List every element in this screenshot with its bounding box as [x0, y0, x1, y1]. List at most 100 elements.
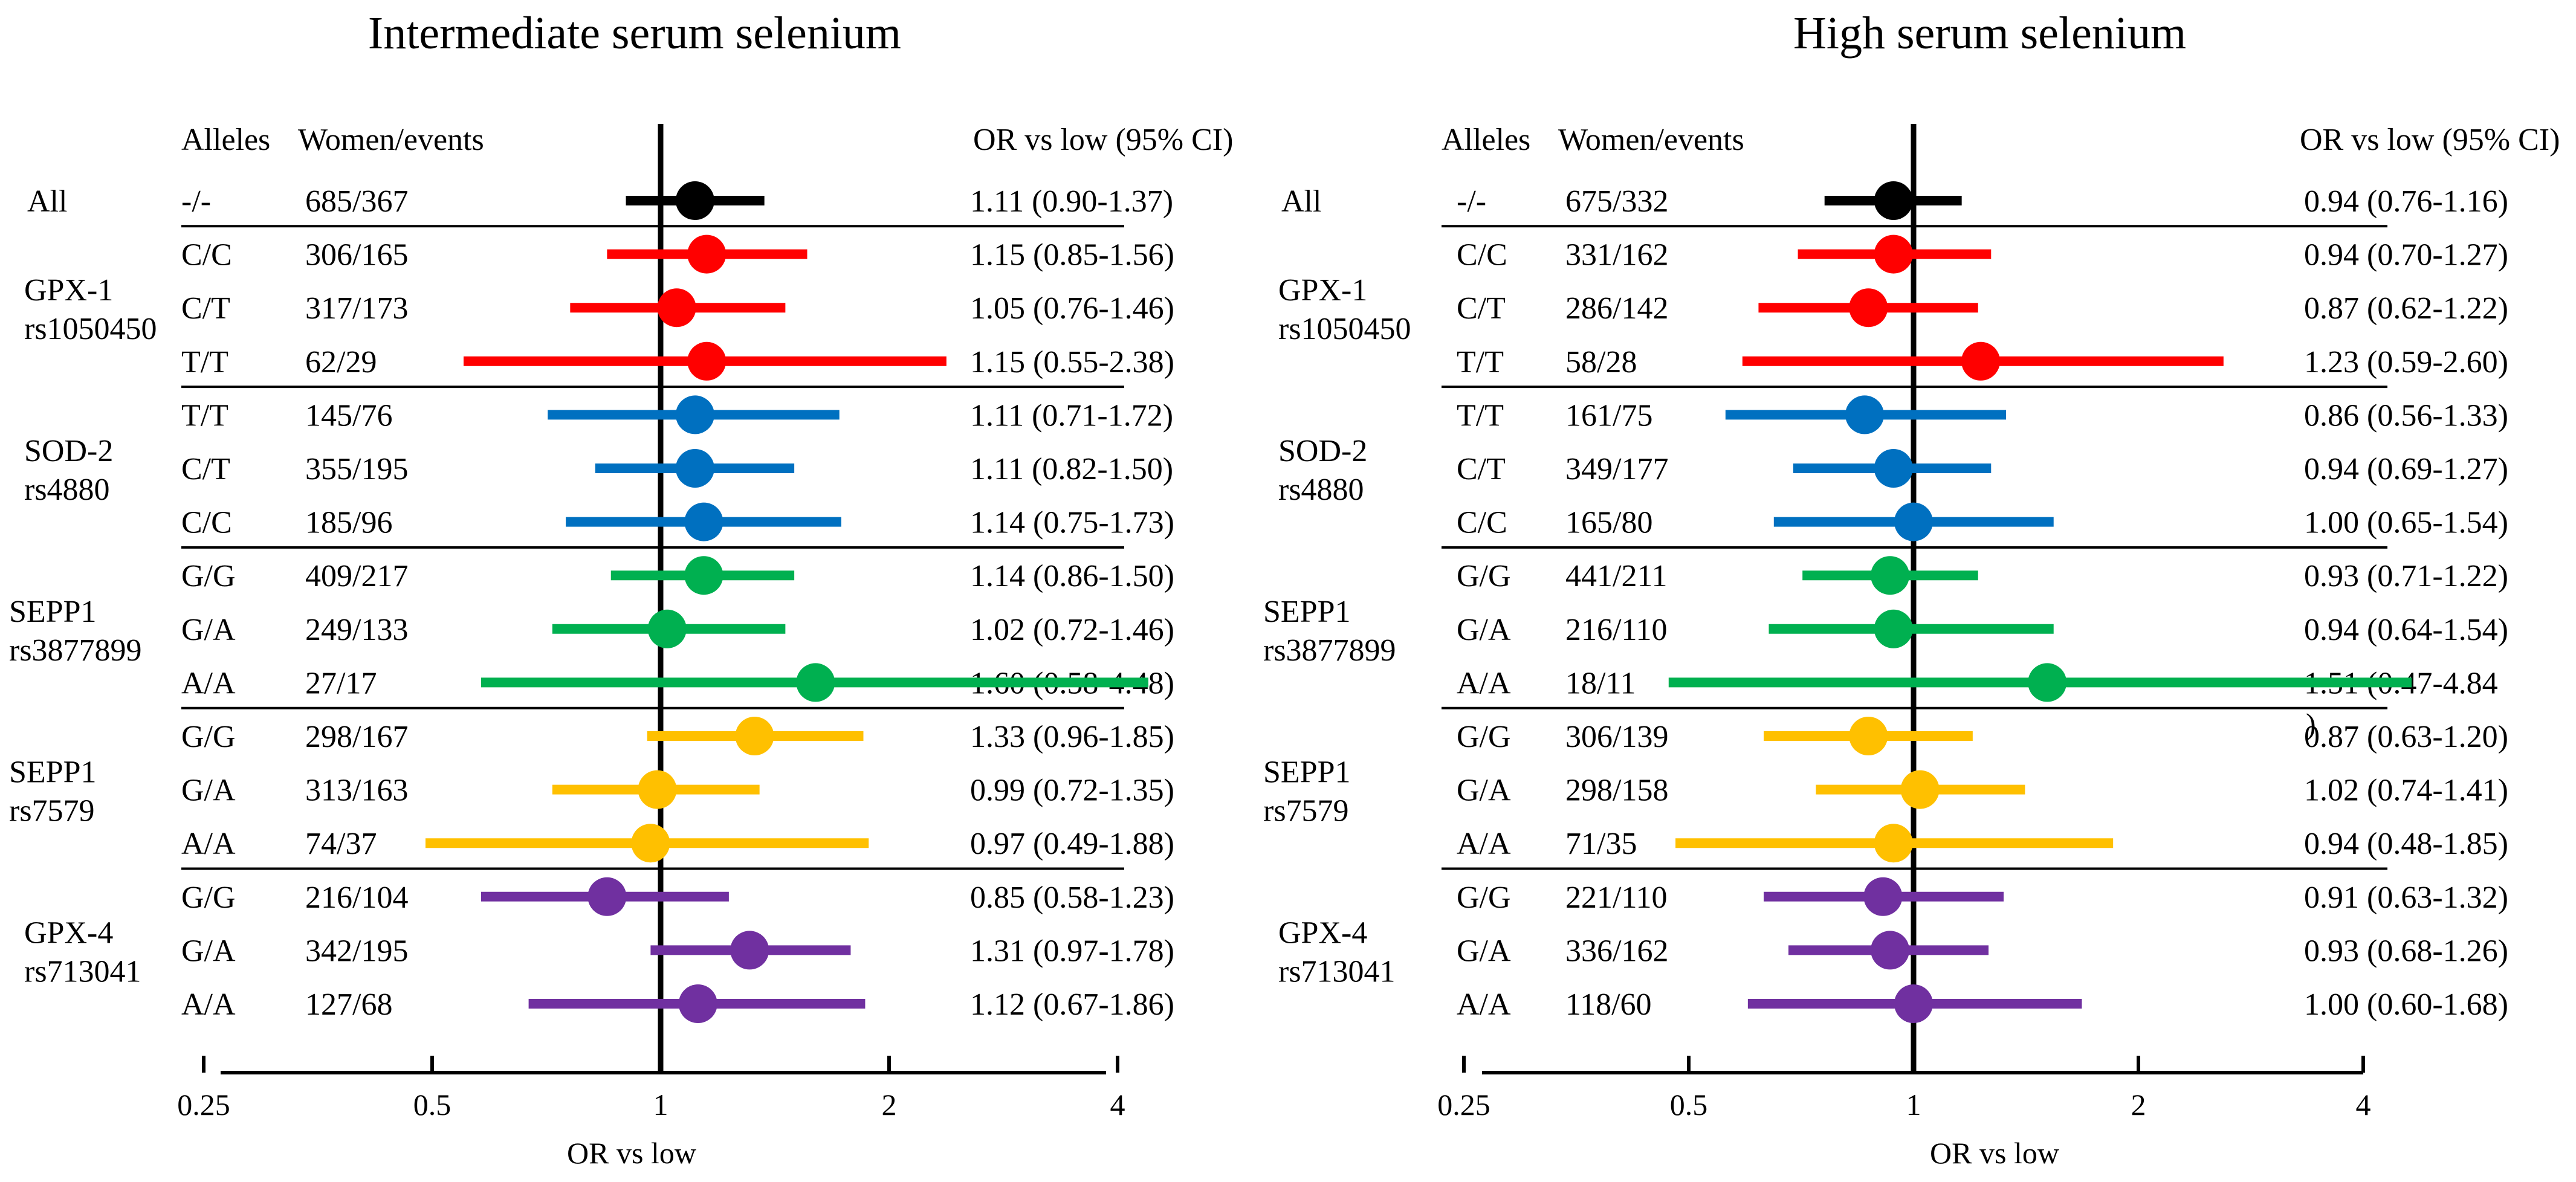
- women-events-label: 306/139: [1565, 720, 1668, 754]
- group-label-snp: rs4880: [1278, 473, 1364, 507]
- women-events-label: 185/96: [305, 506, 392, 540]
- group-label-snp: rs3877899: [1263, 633, 1396, 668]
- or-ci-label: 0.86 (0.56-1.33): [2304, 398, 2508, 433]
- or-ci-label: 0.93 (0.68-1.26): [2304, 934, 2508, 968]
- x-tick-label: 2: [2131, 1088, 2146, 1122]
- group-label-snp: rs7579: [9, 794, 95, 828]
- or-ci-label: 1.14 (0.75-1.73): [970, 506, 1174, 540]
- women-events-label: 18/11: [1565, 666, 1636, 700]
- women-events-label: 216/110: [1565, 613, 1668, 647]
- or-point: [796, 663, 835, 702]
- women-events-label: 331/162: [1565, 238, 1668, 273]
- group-label: All: [1281, 184, 1321, 219]
- or-ci-label: 0.85 (0.58-1.23): [970, 880, 1174, 915]
- or-ci-label: 0.93 (0.71-1.22): [2304, 559, 2508, 593]
- or-point: [1871, 556, 1910, 595]
- or-ci-label: 1.02 (0.72-1.46): [970, 613, 1174, 647]
- allele-label: T/T: [1457, 398, 1504, 433]
- allele-label: A/A: [181, 987, 236, 1022]
- allele-label: G/A: [181, 613, 236, 647]
- group-label: SEPP1: [1263, 755, 1351, 790]
- or-point: [638, 770, 677, 809]
- x-tick-label: 0.25: [1437, 1088, 1490, 1122]
- or-point: [2028, 663, 2067, 702]
- or-ci-label: 1.02 (0.74-1.41): [2304, 773, 2508, 808]
- group-label: GPX-1: [1278, 273, 1367, 308]
- or-point: [1849, 288, 1888, 328]
- women-events-label: 74/37: [305, 827, 377, 861]
- or-ci-label: 1.00 (0.65-1.54): [2304, 506, 2508, 540]
- or-point: [1871, 931, 1910, 970]
- women-events-label: 221/110: [1565, 880, 1668, 915]
- header-or-ci: OR vs low (95% CI): [973, 123, 1233, 157]
- or-ci-label: 0.97 (0.49-1.88): [970, 827, 1174, 861]
- group-label-snp: rs713041: [1278, 954, 1396, 989]
- x-tick-label: 0.25: [177, 1088, 230, 1122]
- group-label: SOD-2: [1278, 434, 1367, 468]
- group-label-snp: rs4880: [24, 473, 110, 507]
- allele-label: T/T: [1457, 345, 1504, 379]
- x-tick-label: 0.5: [413, 1088, 451, 1122]
- group-label: GPX-4: [1278, 916, 1367, 950]
- allele-label: G/G: [1457, 559, 1511, 593]
- women-events-label: 161/75: [1565, 398, 1652, 433]
- allele-label: C/C: [1457, 506, 1507, 540]
- group-label: All: [27, 184, 67, 219]
- or-point: [735, 717, 774, 755]
- x-tick-label: 1: [653, 1088, 668, 1122]
- or-ci-label: 0.87 (0.63-1.20): [2304, 720, 2508, 754]
- women-events-label: 336/162: [1565, 934, 1668, 968]
- group-label-snp: rs3877899: [9, 633, 142, 668]
- or-point: [730, 931, 769, 970]
- or-ci-label: 1.31 (0.97-1.78): [970, 934, 1174, 968]
- women-events-label: 355/195: [305, 452, 408, 486]
- group-label: SEPP1: [1263, 595, 1351, 629]
- or-point: [675, 449, 714, 488]
- women-events-label: 71/35: [1565, 827, 1637, 861]
- or-point: [1849, 717, 1888, 755]
- allele-label: T/T: [181, 398, 228, 433]
- or-point: [1874, 824, 1913, 863]
- group-label-snp: rs7579: [1263, 794, 1349, 828]
- group-label-snp: rs1050450: [24, 312, 157, 346]
- or-point: [1874, 234, 1913, 274]
- women-events-label: 306/165: [305, 238, 408, 273]
- or-ci-label: 1.11 (0.71-1.72): [970, 398, 1173, 433]
- or-ci-label: 0.94 (0.48-1.85): [2304, 827, 2508, 861]
- allele-label: G/A: [1457, 613, 1511, 647]
- group-label-snp: rs713041: [24, 954, 141, 989]
- women-events-label: 249/133: [305, 613, 408, 647]
- or-point: [631, 824, 670, 863]
- allele-label: A/A: [181, 666, 236, 700]
- allele-label: G/G: [1457, 880, 1511, 915]
- or-ci-label: 1.15 (0.55-2.38): [970, 345, 1174, 379]
- women-events-label: 286/142: [1565, 291, 1668, 326]
- or-point: [675, 181, 714, 220]
- allele-label: G/A: [1457, 773, 1511, 808]
- or-point: [684, 556, 723, 595]
- panel-intermediate: Intermediate serum selenium Alleles Women/…: [9, 8, 1233, 1170]
- women-events-label: 127/68: [305, 987, 392, 1022]
- allele-label: C/T: [181, 291, 230, 326]
- or-point: [1874, 609, 1913, 648]
- women-events-label: 216/104: [305, 880, 408, 915]
- women-events-label: 298/158: [1565, 773, 1668, 808]
- allele-label: C/T: [1457, 291, 1506, 326]
- women-events-label: 685/367: [305, 184, 408, 219]
- allele-label: A/A: [181, 827, 236, 861]
- women-events-label: 675/332: [1565, 184, 1668, 219]
- or-point: [587, 877, 627, 916]
- allele-label: C/C: [181, 506, 232, 540]
- header-alleles: Alleles: [181, 123, 270, 157]
- group-label-snp: rs1050450: [1278, 312, 1411, 346]
- allele-label: -/-: [181, 184, 211, 219]
- x-tick-label: 4: [1110, 1088, 1125, 1122]
- header-alleles: Alleles: [1442, 123, 1530, 157]
- or-point: [1894, 502, 1933, 541]
- or-point: [1863, 877, 1903, 916]
- group-label: SEPP1: [9, 595, 97, 629]
- or-ci-label: 0.91 (0.63-1.32): [2304, 880, 2508, 915]
- allele-label: C/C: [1457, 238, 1507, 273]
- women-events-label: 298/167: [305, 720, 408, 754]
